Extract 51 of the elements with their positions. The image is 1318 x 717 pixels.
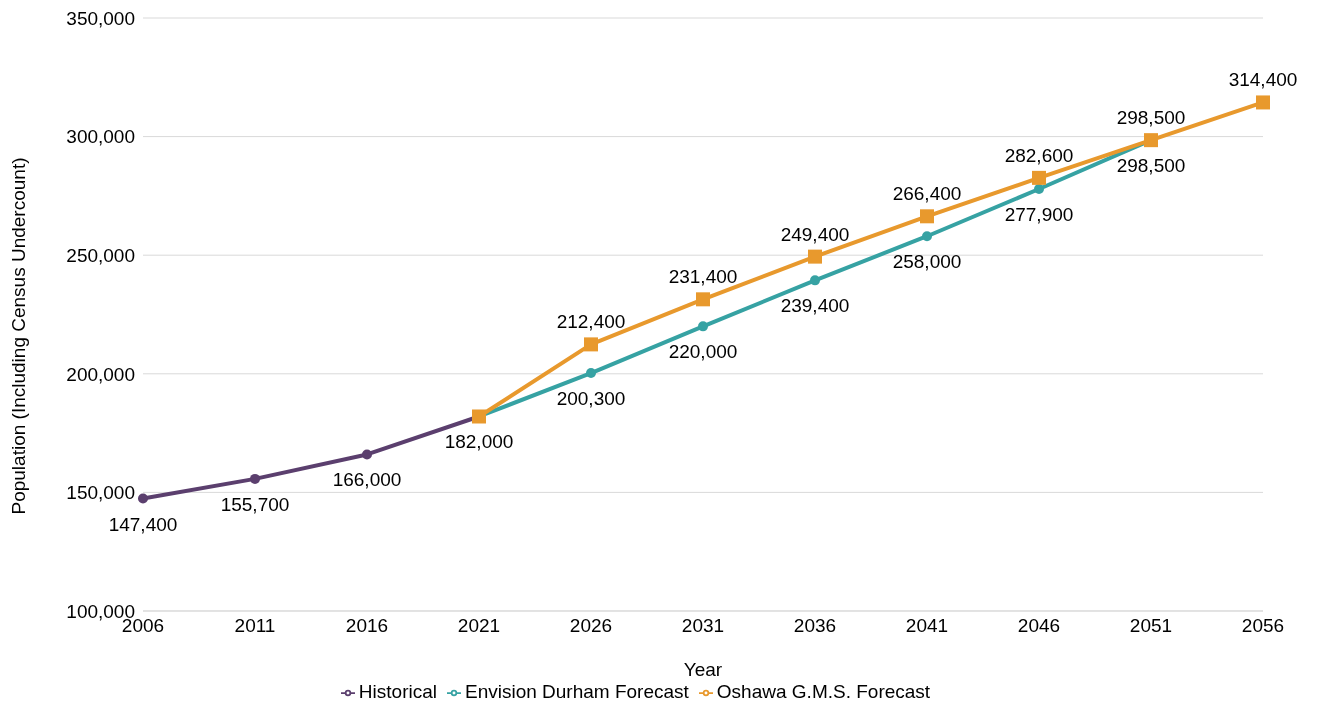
x-tick-label: 2021 [457,615,501,637]
x-tick-label: 2046 [1017,615,1061,637]
point [138,493,148,504]
data-label: 282,600 [1004,144,1074,166]
x-tick-label: 2036 [793,615,837,637]
data-label: 314,400 [1228,69,1298,91]
point [808,249,822,264]
point [1034,184,1044,195]
data-label: 231,400 [668,266,738,288]
data-label: 166,000 [332,469,402,491]
legend-label: Oshawa G.M.S. Forecast [716,681,931,702]
point [696,292,710,307]
data-label: 212,400 [556,311,626,333]
data-label: 298,500 [1116,155,1186,177]
point [584,337,598,352]
legend-label: Historical [358,681,437,702]
point [1032,170,1046,185]
data-label: 155,700 [220,493,290,515]
x-tick-label: 2016 [345,615,389,637]
data-label: 258,000 [892,251,962,273]
y-axis-title: Population (Including Census Undercount) [7,157,29,515]
data-label: 298,500 [1116,107,1186,129]
point [810,275,820,286]
legend-label: Envision Durham Forecast [464,681,689,702]
x-tick-label: 2011 [234,615,276,637]
data-label: 249,400 [780,223,850,245]
x-tick-label: 2051 [1129,615,1173,637]
point [698,321,708,332]
point [586,368,596,379]
x-tick-label: 2026 [569,615,613,637]
data-label: 182,000 [444,431,514,453]
y-tick-label: 150,000 [66,482,135,504]
y-tick-label: 250,000 [66,244,135,266]
data-label: 147,400 [108,513,178,535]
y-tick-label: 200,000 [66,363,135,385]
point [920,209,934,224]
data-label: 239,400 [780,295,850,317]
point [1256,95,1270,110]
data-label: 277,900 [1004,204,1074,226]
data-label: 220,000 [668,341,738,363]
point [250,473,260,484]
x-tick-label: 2056 [1241,615,1285,637]
x-tick-label: 2041 [905,615,949,637]
point [922,231,932,242]
y-tick-label: 300,000 [66,126,135,148]
data-label: 200,300 [556,388,626,410]
y-tick-label: 350,000 [66,7,135,29]
data-label: 266,400 [892,183,962,205]
x-axis-title: Year [683,659,723,680]
x-tick-label: 2031 [681,615,725,637]
point [362,449,372,460]
